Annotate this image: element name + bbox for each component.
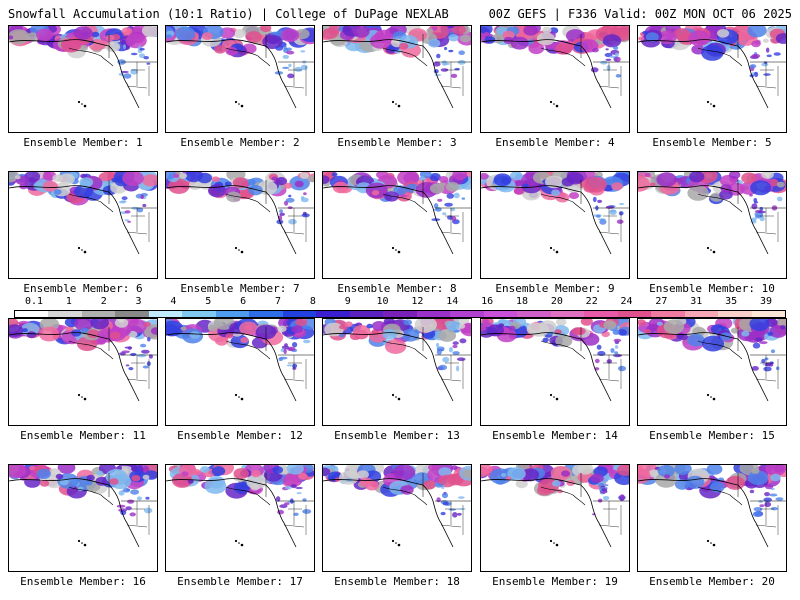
product-title: Snowfall Accumulation (10:1 Ratio) | Col… [8,7,449,21]
ensemble-map [480,171,630,279]
ensemble-map [165,171,315,279]
ensemble-map [637,25,787,133]
ensemble-map [637,464,787,572]
colorbar-segment [483,311,518,317]
ensemble-member-label: Ensemble Member: 17 [177,575,303,588]
colorbar-segment [81,311,116,317]
colorbar-tick-label: 18 [515,296,529,307]
colorbar-segment [349,311,384,317]
colorbar-segment [148,311,183,317]
colorbar-tick-label: 20 [550,296,563,307]
valid-time: 00Z GEFS | F336 Valid: 00Z MON OCT 06 20… [488,7,792,21]
ensemble-member-label: Ensemble Member: 3 [337,136,457,149]
colorbar-tick-label: 24 [620,296,633,307]
colorbar-segment [249,311,283,317]
colorbar-tick-label: 22 [585,296,598,307]
colorbar-segment [684,311,719,317]
ensemble-map [322,318,472,426]
colorbar-tick-label: 31 [690,296,703,307]
colorbar-segment [550,311,585,317]
ensemble-member-label: Ensemble Member: 9 [495,282,615,295]
ensemble-map [480,464,630,572]
colorbar-segment [383,311,417,317]
ensemble-map [8,171,158,279]
colorbar-tick-label: 8 [309,296,316,307]
ensemble-map [322,171,472,279]
ensemble-member-label: Ensemble Member: 11 [20,429,146,442]
ensemble-map [637,318,787,426]
colorbar-tick-label: 10 [376,296,389,307]
ensemble-map [165,25,315,133]
snowfall-colorbar [14,310,786,318]
colorbar-segment [651,311,685,317]
ensemble-member-label: Ensemble Member: 4 [495,136,615,149]
ensemble-member-label: Ensemble Member: 10 [649,282,775,295]
colorbar-segment [115,311,149,317]
colorbar-segment [517,311,551,317]
ensemble-map [165,464,315,572]
ensemble-member-label: Ensemble Member: 5 [652,136,772,149]
colorbar-segment [316,311,350,317]
ensemble-map [8,318,158,426]
colorbar-tick-label: 4 [170,296,177,307]
colorbar-segment [182,311,216,317]
header: Snowfall Accumulation (10:1 Ratio) | Col… [8,6,792,22]
colorbar-tick-label: 7 [274,296,282,307]
colorbar-segment [617,311,652,317]
ensemble-member-label: Ensemble Member: 18 [334,575,460,588]
colorbar-segment [718,311,752,317]
colorbar-tick-label: 27 [655,296,668,307]
ensemble-member-label: Ensemble Member: 13 [334,429,460,442]
colorbar-tick-label: 2 [100,296,107,307]
ensemble-member-label: Ensemble Member: 15 [649,429,775,442]
ensemble-member-label: Ensemble Member: 1 [23,136,143,149]
colorbar-tick-label: 14 [446,296,459,307]
colorbar-segment [282,311,317,317]
colorbar-tick-label: 39 [759,296,773,307]
colorbar-tick-label: 3 [135,296,142,307]
ensemble-map [322,464,472,572]
ensemble-map [480,25,630,133]
ensemble-map [165,318,315,426]
ensemble-member-label: Ensemble Member: 14 [492,429,618,442]
colorbar-segment [584,311,618,317]
ensemble-map [480,318,630,426]
colorbar-tick-label: 35 [725,296,738,307]
colorbar-tick-label: 0.1 [24,296,44,307]
ensemble-member-label: Ensemble Member: 8 [337,282,457,295]
colorbar-segment [48,311,82,317]
ensemble-map [8,25,158,133]
colorbar-segment [416,311,451,317]
colorbar-tick-label: 16 [481,296,494,307]
ensemble-member-label: Ensemble Member: 12 [177,429,303,442]
colorbar-segment [450,311,484,317]
colorbar-tick-label: 1 [65,296,72,307]
ensemble-map [8,464,158,572]
colorbar-tick-label: 12 [411,296,424,307]
colorbar-tick-label: 6 [240,296,247,307]
colorbar-tick-label: 9 [344,296,351,307]
ensemble-member-label: Ensemble Member: 6 [23,282,143,295]
colorbar-segment [215,311,250,317]
ensemble-member-label: Ensemble Member: 20 [649,575,775,588]
ensemble-member-label: Ensemble Member: 2 [180,136,300,149]
ensemble-member-label: Ensemble Member: 16 [20,575,146,588]
ensemble-member-label: Ensemble Member: 7 [180,282,300,295]
colorbar-segment [15,311,49,317]
ensemble-member-label: Ensemble Member: 19 [492,575,618,588]
ensemble-map [637,171,787,279]
ensemble-map [322,25,472,133]
colorbar-tick-label: 5 [205,296,212,307]
colorbar-segment [751,311,786,317]
